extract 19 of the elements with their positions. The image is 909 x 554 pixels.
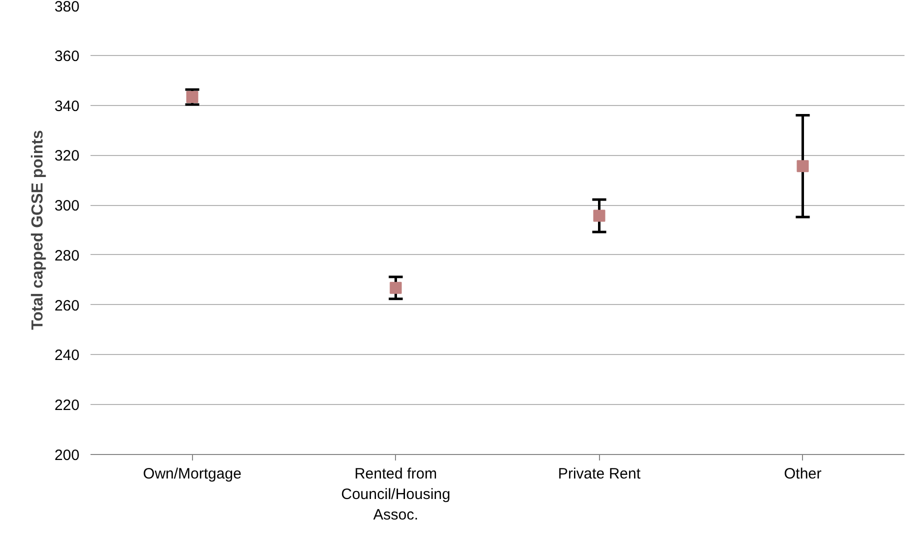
point xyxy=(186,91,198,104)
y-tick-label: 380 xyxy=(54,0,80,16)
y-tick-label: 260 xyxy=(54,297,80,314)
x-tick-label: Private Rent xyxy=(558,466,642,482)
y-axis-title: Total capped GCSE points xyxy=(29,130,46,330)
x-tick-label: Other xyxy=(784,466,822,482)
point xyxy=(390,282,402,294)
point xyxy=(593,210,606,222)
y-tick-label: 300 xyxy=(54,198,80,215)
y-tick-label: 240 xyxy=(54,347,80,364)
y-tick-label: 320 xyxy=(54,148,80,165)
point xyxy=(796,160,809,172)
x-tick-label: Own/Mortgage xyxy=(143,466,242,482)
y-tick-label: 360 xyxy=(54,48,80,65)
x-tick-label: Rented from Council/Housing Assoc. xyxy=(341,466,450,524)
y-tick-label: 340 xyxy=(54,98,80,115)
y-tick-label: 200 xyxy=(54,447,80,464)
y-tick-label: 220 xyxy=(54,397,80,414)
y-tick-label: 280 xyxy=(54,247,80,264)
